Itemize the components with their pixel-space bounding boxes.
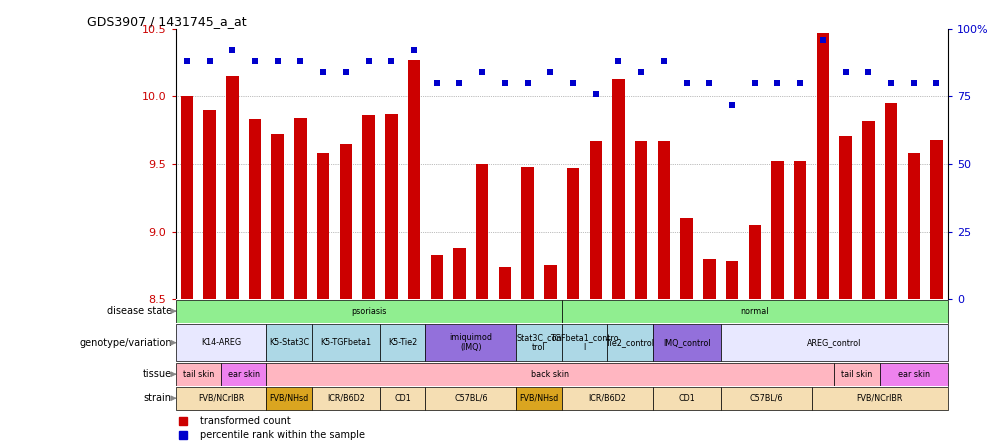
Bar	[267, 363, 834, 386]
Text: ear skin: ear skin	[227, 370, 260, 379]
Text: ear skin: ear skin	[897, 370, 929, 379]
Bar	[907, 153, 919, 299]
Bar	[380, 324, 425, 361]
Text: tissue: tissue	[142, 369, 171, 379]
Bar	[794, 161, 806, 299]
Text: TGFbeta1_contro
l: TGFbeta1_contro l	[549, 333, 618, 353]
Text: FVB/NHsd: FVB/NHsd	[270, 394, 309, 403]
Bar	[312, 387, 380, 410]
Bar	[272, 134, 284, 299]
Bar	[312, 324, 380, 361]
Text: FVB/NCrIBR: FVB/NCrIBR	[197, 394, 243, 403]
Text: disease state: disease state	[106, 306, 171, 316]
Bar	[203, 110, 215, 299]
Bar	[634, 141, 646, 299]
Text: normal: normal	[739, 307, 769, 316]
Bar	[498, 267, 511, 299]
Bar	[747, 225, 761, 299]
Text: tail skin: tail skin	[182, 370, 213, 379]
Text: CD1: CD1	[677, 394, 694, 403]
Text: K5-Stat3C: K5-Stat3C	[269, 338, 309, 347]
Bar	[225, 76, 238, 299]
Bar	[175, 324, 267, 361]
Bar	[771, 161, 783, 299]
Text: FVB/NHsd: FVB/NHsd	[519, 394, 558, 403]
Text: GDS3907 / 1431745_a_at: GDS3907 / 1431745_a_at	[86, 15, 246, 28]
Bar	[220, 363, 267, 386]
Bar	[425, 324, 516, 361]
Text: C57BL/6: C57BL/6	[454, 394, 487, 403]
Text: Tie2_control: Tie2_control	[605, 338, 653, 347]
Text: K5-TGFbeta1: K5-TGFbeta1	[320, 338, 371, 347]
Bar	[811, 387, 947, 410]
Bar	[175, 363, 220, 386]
Bar	[340, 144, 352, 299]
Bar	[521, 166, 533, 299]
Bar	[430, 254, 443, 299]
Text: C57BL/6: C57BL/6	[748, 394, 783, 403]
Bar	[543, 266, 556, 299]
Text: strain: strain	[143, 393, 171, 403]
Bar	[380, 387, 425, 410]
Bar	[652, 387, 720, 410]
Text: CD1: CD1	[394, 394, 411, 403]
Bar	[175, 387, 267, 410]
Bar	[561, 324, 606, 361]
Bar	[839, 135, 851, 299]
Bar	[657, 141, 669, 299]
Bar	[180, 96, 193, 299]
Bar	[720, 387, 811, 410]
Bar	[362, 115, 375, 299]
Bar	[267, 387, 312, 410]
Bar	[317, 153, 329, 299]
Text: psoriasis: psoriasis	[351, 307, 386, 316]
Bar	[294, 118, 307, 299]
Bar	[652, 324, 720, 361]
Bar	[516, 387, 561, 410]
Bar	[425, 387, 516, 410]
Bar	[566, 168, 579, 299]
Bar	[385, 114, 397, 299]
Bar	[589, 141, 601, 299]
Bar	[516, 324, 561, 361]
Text: FVB/NCrIBR: FVB/NCrIBR	[856, 394, 902, 403]
Bar	[702, 258, 714, 299]
Bar	[611, 79, 624, 299]
Bar	[816, 33, 829, 299]
Text: genotype/variation: genotype/variation	[79, 338, 171, 348]
Bar	[267, 324, 312, 361]
Bar	[879, 363, 947, 386]
Text: ICR/B6D2: ICR/B6D2	[587, 394, 625, 403]
Bar	[561, 387, 652, 410]
Text: imiquimod
(IMQ): imiquimod (IMQ)	[449, 333, 492, 353]
Bar	[476, 164, 488, 299]
Text: tail skin: tail skin	[841, 370, 872, 379]
Text: percentile rank within the sample: percentile rank within the sample	[200, 431, 365, 440]
Bar	[725, 262, 737, 299]
Text: transformed count: transformed count	[200, 416, 291, 426]
Bar	[834, 363, 879, 386]
Bar	[561, 300, 947, 323]
Text: K14-AREG: K14-AREG	[200, 338, 240, 347]
Bar	[679, 218, 692, 299]
Text: ICR/B6D2: ICR/B6D2	[327, 394, 365, 403]
Bar	[606, 324, 652, 361]
Bar	[862, 121, 874, 299]
Bar	[453, 248, 465, 299]
Bar	[929, 140, 942, 299]
Bar	[175, 300, 561, 323]
Bar	[720, 324, 947, 361]
Text: back skin: back skin	[531, 370, 569, 379]
Bar	[248, 119, 261, 299]
Text: AREG_control: AREG_control	[807, 338, 861, 347]
Text: IMQ_control: IMQ_control	[662, 338, 709, 347]
Bar	[884, 103, 897, 299]
Text: Stat3C_con
trol: Stat3C_con trol	[516, 333, 561, 353]
Bar	[408, 60, 420, 299]
Text: K5-Tie2: K5-Tie2	[388, 338, 417, 347]
